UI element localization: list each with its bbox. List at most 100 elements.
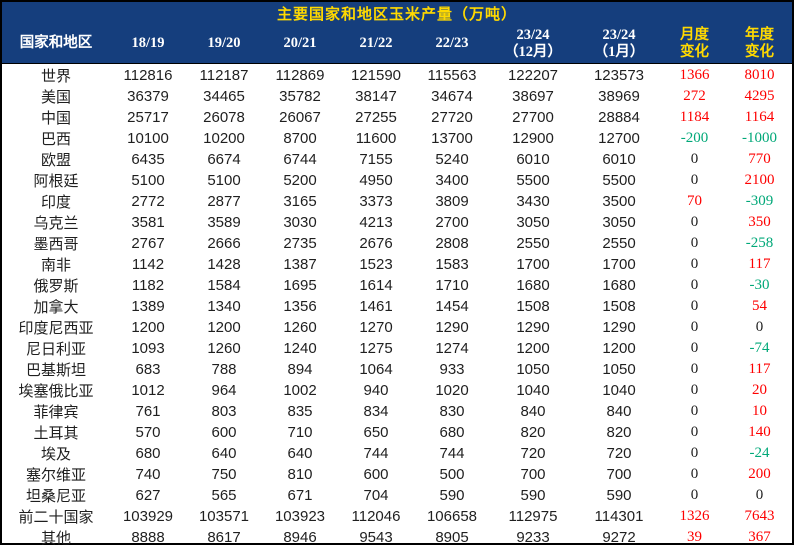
value-cell: 3165 — [283, 193, 317, 210]
value-cell: 1012 — [131, 382, 165, 399]
column-header: 月度 变化 — [680, 26, 709, 60]
value-cell: 744 — [363, 445, 389, 462]
value-cell: 1182 — [131, 277, 165, 294]
value-cell: 700 — [606, 466, 632, 483]
value-cell: 38147 — [355, 88, 397, 105]
value-cell: 27700 — [512, 109, 554, 126]
value-cell: -309 — [745, 193, 774, 209]
value-cell: 10200 — [203, 130, 245, 147]
value-cell: 140 — [748, 424, 771, 440]
value-cell: 0 — [690, 277, 699, 293]
value-cell: 38969 — [598, 88, 640, 105]
value-cell: 3050 — [602, 214, 636, 231]
value-cell: 840 — [606, 403, 632, 420]
value-cell: 0 — [690, 319, 699, 335]
value-cell: 123573 — [593, 67, 645, 84]
country-name: 其他 — [40, 531, 71, 547]
column-header: 国家和地区 — [19, 35, 93, 52]
table-row: 加拿大 1389 1340 1356 1461 1454 1508 1508 0 54 — [2, 296, 792, 317]
value-cell: 640 — [211, 445, 237, 462]
value-cell: 590 — [606, 487, 632, 504]
value-cell: 2550 — [516, 235, 550, 252]
value-cell: 0 — [690, 256, 699, 272]
value-cell: 1064 — [359, 361, 393, 378]
table-row: 墨西哥 2767 2666 2735 2676 2808 2550 2550 0 -258 — [2, 233, 792, 254]
value-cell: 1614 — [359, 277, 393, 294]
value-cell: 834 — [363, 403, 389, 420]
value-cell: 704 — [363, 487, 389, 504]
country-name: 世界 — [40, 69, 71, 85]
value-cell: 1710 — [435, 277, 469, 294]
country-name: 埃及 — [40, 447, 71, 463]
value-cell: 1164 — [744, 109, 775, 125]
value-cell: 0 — [690, 403, 699, 419]
value-cell: 1680 — [516, 277, 550, 294]
value-cell: 1200 — [207, 319, 241, 336]
table-row: 埃及 680 640 640 744 744 720 720 0 -24 — [2, 443, 792, 464]
country-name: 印度 — [40, 195, 71, 211]
value-cell: 3050 — [516, 214, 550, 231]
table-row: 世界 112816 112187 112869 121590 115563 122207 12… — [2, 65, 792, 86]
value-cell: 112187 — [199, 67, 249, 84]
column-header: 19/20 — [207, 35, 241, 52]
table-row: 埃塞俄比亚 1012 964 1002 940 1020 1040 1040 0 20 — [2, 380, 792, 401]
value-cell: 103929 — [122, 508, 174, 525]
value-cell: 11600 — [355, 130, 397, 147]
value-cell: 1200 — [131, 319, 165, 336]
table-row: 尼日利亚 1093 1260 1240 1275 1274 1200 1200 0 -74 — [2, 338, 792, 359]
value-cell: 9233 — [516, 529, 550, 546]
table-row: 菲律宾 761 803 835 834 830 840 840 0 10 — [2, 401, 792, 422]
value-cell: 26078 — [203, 109, 245, 126]
column-header: 23/24 （1月） — [593, 26, 645, 60]
value-cell: 8700 — [283, 130, 317, 147]
value-cell: 1093 — [131, 340, 165, 357]
value-cell: 5500 — [516, 172, 550, 189]
value-cell: 0 — [690, 298, 699, 314]
value-cell: 1523 — [359, 256, 393, 273]
value-cell: 1461 — [359, 298, 393, 315]
value-cell: 272 — [683, 88, 706, 104]
value-cell: 5100 — [131, 172, 165, 189]
value-cell: 770 — [748, 151, 771, 167]
value-cell: 671 — [287, 487, 313, 504]
country-name: 乌克兰 — [33, 216, 79, 232]
country-name: 美国 — [40, 90, 71, 106]
value-cell: 640 — [287, 445, 313, 462]
value-cell: 1366 — [679, 67, 710, 83]
value-cell: -24 — [749, 445, 770, 461]
value-cell: 8946 — [283, 529, 317, 546]
value-cell: 1050 — [602, 361, 636, 378]
value-cell: -74 — [749, 340, 770, 356]
column-header: 23/24 （12月） — [504, 26, 562, 60]
value-cell: 750 — [211, 466, 237, 483]
value-cell: 6010 — [602, 151, 636, 168]
value-cell: 600 — [211, 424, 237, 441]
value-cell: 1583 — [435, 256, 469, 273]
country-name: 南非 — [40, 258, 71, 274]
table-row: 巴西 10100 10200 8700 11600 13700 12900 12700 -200… — [2, 128, 792, 149]
country-name: 巴基斯坦 — [25, 363, 86, 379]
value-cell: 0 — [690, 172, 699, 188]
table-row: 俄罗斯 1182 1584 1695 1614 1710 1680 1680 0 -30 — [2, 275, 792, 296]
value-cell: 1680 — [602, 277, 636, 294]
value-cell: 680 — [135, 445, 161, 462]
value-cell: 570 — [135, 424, 161, 441]
table-body: 世界 112816 112187 112869 121590 115563 122207 12… — [2, 64, 792, 549]
value-cell: 1290 — [516, 319, 550, 336]
country-name: 中国 — [40, 111, 71, 127]
value-cell: 1428 — [207, 256, 241, 273]
value-cell: 3809 — [435, 193, 469, 210]
value-cell: 680 — [439, 424, 465, 441]
value-cell: 103923 — [274, 508, 326, 525]
value-cell: 565 — [211, 487, 237, 504]
value-cell: 10 — [752, 403, 767, 419]
value-cell: 27720 — [431, 109, 473, 126]
value-cell: 1050 — [516, 361, 550, 378]
value-cell: 761 — [135, 403, 161, 420]
value-cell: 840 — [520, 403, 546, 420]
column-header: 22/23 — [435, 35, 469, 52]
value-cell: 1200 — [602, 340, 636, 357]
value-cell: 803 — [211, 403, 237, 420]
value-cell: 0 — [690, 466, 699, 482]
column-header: 18/19 — [131, 35, 165, 52]
